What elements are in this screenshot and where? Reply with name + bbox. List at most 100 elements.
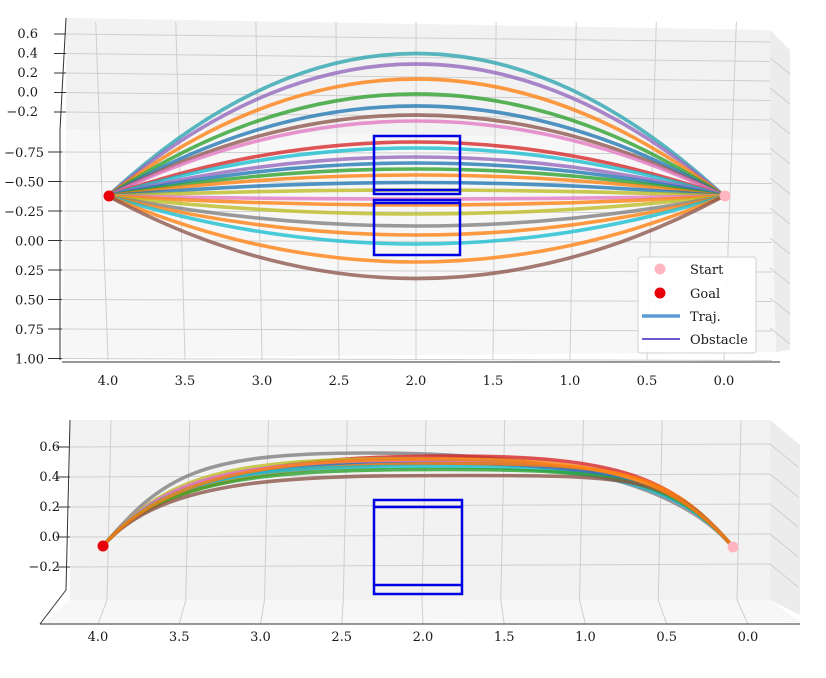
legend-start-label: Start — [690, 263, 724, 278]
top-ticks: 4.0 3.5 3.0 2.5 2.0 1.5 1.0 0.5 0.0 0.6 0.4 0.2 0.0 −… — [4, 27, 734, 389]
top-grid-x-line — [95, 21, 109, 361]
top-x-tick-label: 0.0 — [714, 374, 735, 389]
top-y-tick-label: −0.50 — [4, 176, 44, 191]
top-x-tick-label: 0.5 — [637, 374, 658, 389]
top-trajectory-line — [106, 173, 726, 198]
bottom-z-tick-label: 0.6 — [39, 440, 60, 455]
legend: Start Goal Traj. Obstacle — [637, 256, 757, 354]
legend-obstacle-label: Obstacle — [690, 333, 748, 348]
bottom-floor-x-line — [736, 599, 749, 625]
top-grid-z-line — [65, 92, 771, 101]
top-trajectory-line — [106, 104, 726, 198]
top-trajectory-line — [106, 140, 726, 198]
bottom-side-grid-line — [769, 503, 799, 528]
top-obstacle-lower-box — [372, 198, 462, 257]
top-trajectory-line — [106, 77, 726, 198]
top-trajectory-line — [106, 194, 726, 281]
top-y-tick-label: 1.00 — [15, 353, 44, 368]
top-start-marker — [719, 190, 731, 202]
top-y-tick-label: 0.75 — [15, 323, 44, 338]
bottom-side-grid-line — [769, 533, 799, 558]
bottom-z-tick-label: −0.2 — [28, 560, 60, 575]
bottom-x-tick-label: 0.5 — [656, 630, 677, 645]
top-trajectory-line — [106, 194, 726, 246]
bottom-x-tick-label: 2.0 — [413, 630, 434, 645]
top-x-tick-label: 1.5 — [483, 374, 504, 389]
bottom-ticks: 4.0 3.5 3.0 2.5 2.0 1.5 1.0 0.5 0.0 0.6 0.4 0.2 0.0 −… — [28, 440, 758, 645]
top-trajectory-line — [106, 119, 726, 198]
top-z-tick-label: 0.6 — [17, 27, 38, 42]
bottom-side-grid-line — [769, 563, 799, 588]
top-trajectory-line — [106, 194, 726, 207]
bottom-z-tick-label: 0.2 — [39, 500, 60, 515]
top-side-grid-line — [769, 297, 791, 315]
top-x-tick-label: 2.0 — [406, 374, 427, 389]
top-trajectory-line — [106, 62, 726, 198]
top-side-grid-line — [769, 177, 791, 195]
top-side-grid-line — [769, 87, 791, 105]
top-trajectory-line — [106, 92, 726, 198]
legend-start-marker — [654, 263, 666, 275]
top-grid-z-line — [65, 72, 771, 82]
bottom-x-tick-label: 1.5 — [494, 630, 515, 645]
bottom-grid-x-line — [500, 419, 506, 601]
top-side-grid-line — [769, 147, 791, 165]
bottom-grid-x-line — [185, 419, 191, 601]
top-z-tick-label: 0.0 — [17, 86, 38, 101]
top-grid-z-line — [65, 53, 771, 62]
top-y-tick-label: 0.50 — [15, 294, 44, 309]
top-side-grid-line — [769, 327, 791, 345]
chart-top: 4.0 3.5 3.0 2.5 2.0 1.5 1.0 0.5 0.0 0.6 0.4 0.2 0.0 −… — [4, 17, 791, 389]
bottom-floor-x-line — [97, 599, 108, 625]
bottom-floor-edge — [39, 589, 67, 625]
bottom-floor-x-line — [178, 599, 187, 625]
top-trajectory-line — [106, 194, 726, 237]
top-x-tick-label: 1.0 — [560, 374, 581, 389]
top-z-tick-label: −0.2 — [6, 105, 38, 120]
top-x-tick-label: 2.5 — [329, 374, 350, 389]
top-side-grid-line — [769, 207, 791, 225]
bottom-side-pane — [770, 420, 800, 615]
legend-goal-label: Goal — [690, 287, 720, 302]
bottom-trajectory-line — [101, 457, 735, 549]
bottom-floor-x-line — [260, 599, 265, 625]
top-trajectory-line — [106, 194, 726, 216]
bottom-x-tick-label: 3.5 — [169, 630, 190, 645]
top-trajectory-line — [106, 194, 726, 264]
bottom-start-marker — [727, 541, 739, 553]
top-trajectory-line — [106, 194, 726, 228]
bottom-floor-pane — [40, 600, 800, 625]
bottom-goal-marker — [97, 540, 109, 552]
bottom-grid-x-line — [736, 419, 742, 601]
chart-bottom: 4.0 3.5 3.0 2.5 2.0 1.5 1.0 0.5 0.0 0.6 0.4 0.2 0.0 −… — [28, 419, 800, 645]
bottom-z-tick-label: 0.0 — [39, 530, 60, 545]
bottom-x-tick-label: 4.0 — [88, 630, 109, 645]
top-grid-z-line — [65, 33, 771, 43]
bottom-floor-x-line — [421, 599, 424, 625]
top-x-tick-label: 3.5 — [175, 374, 196, 389]
bottom-grid-x-line — [421, 419, 427, 601]
top-side-grid-line — [769, 267, 791, 285]
bottom-x-tick-label: 2.5 — [331, 630, 352, 645]
top-obstacle-upper-box — [372, 134, 462, 196]
bottom-z-axis-line — [65, 419, 71, 591]
bottom-grid-z-line — [69, 563, 771, 568]
top-y-tick-label: 0.25 — [15, 264, 44, 279]
bottom-grid-x-line — [264, 419, 269, 601]
top-z-tick-label: 0.4 — [17, 47, 38, 62]
bottom-side-grid-line — [769, 473, 799, 498]
bottom-grid-x-line — [342, 419, 348, 601]
bottom-x-tick-label: 3.0 — [250, 630, 271, 645]
top-trajectory-line — [106, 180, 726, 198]
bottom-floor-x-line — [657, 599, 668, 625]
legend-traj-label: Traj. — [690, 310, 721, 325]
bottom-grid-x-line — [579, 419, 584, 601]
bottom-obstacle — [372, 498, 464, 596]
top-side-grid-line — [769, 117, 791, 135]
top-trajectory-line — [106, 161, 726, 198]
top-trajectory-line — [106, 146, 726, 198]
bottom-floor-x-line — [341, 599, 344, 625]
top-grid-y-line — [59, 240, 773, 243]
bottom-obstacle-outer-box — [372, 498, 464, 596]
